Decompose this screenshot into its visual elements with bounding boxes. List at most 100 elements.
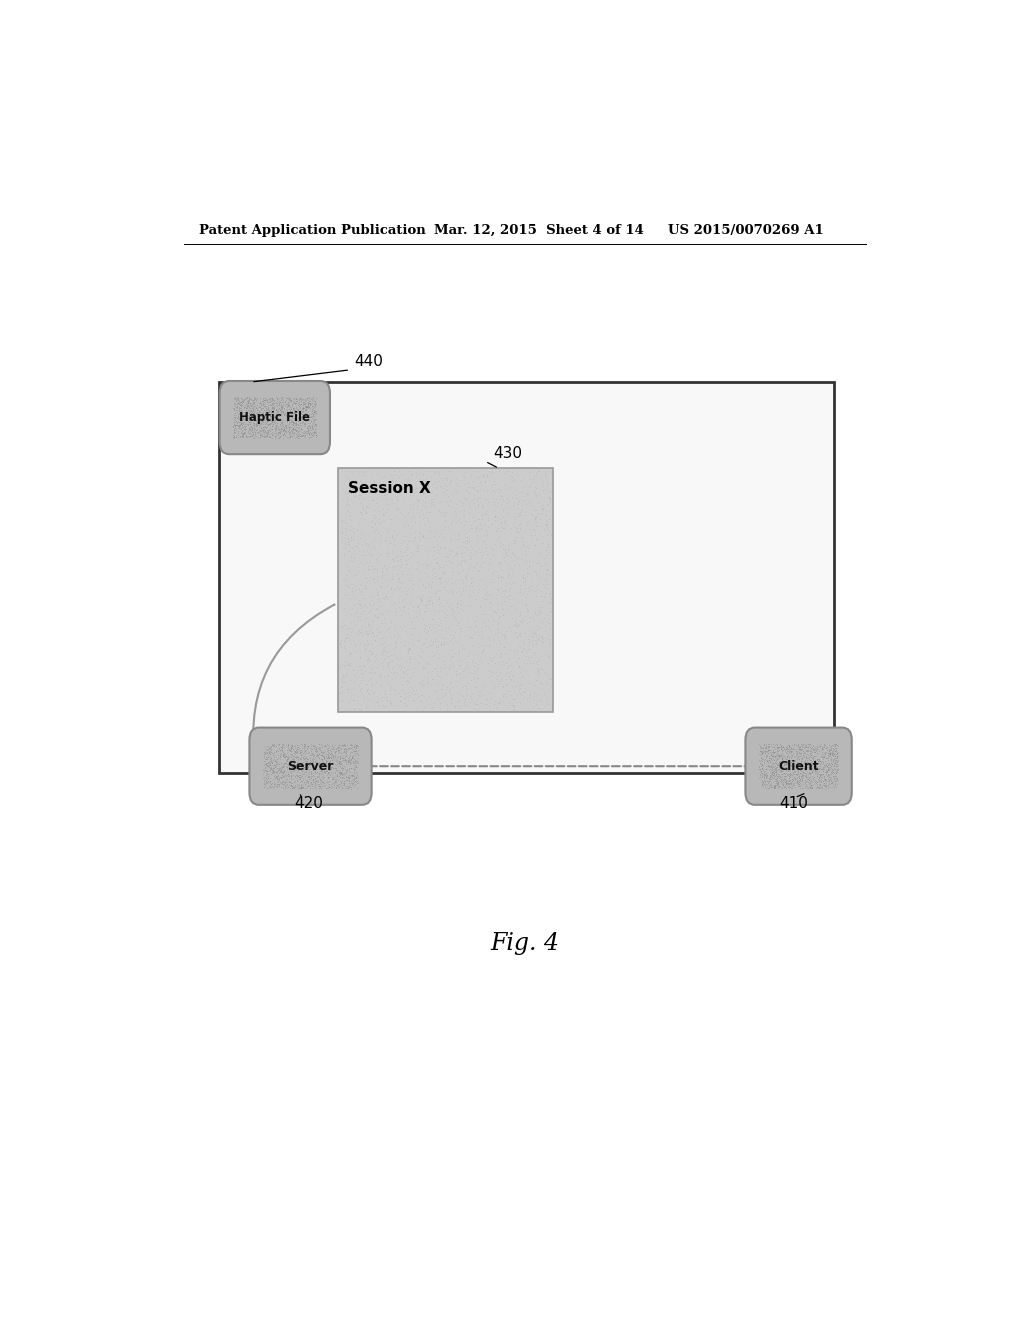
Point (266, 767, 283, 788)
Point (312, 760, 329, 781)
Point (274, 762, 291, 783)
Point (262, 774, 279, 795)
Point (798, 752, 814, 774)
Point (802, 754, 818, 775)
Point (232, 418, 249, 440)
Point (459, 609, 475, 630)
Point (307, 768, 324, 789)
Point (519, 612, 536, 634)
Point (526, 622, 543, 643)
Point (452, 581, 468, 602)
Point (300, 389, 316, 411)
Point (513, 675, 529, 696)
Point (294, 766, 310, 787)
Point (761, 750, 777, 771)
Point (352, 698, 369, 719)
Point (779, 734, 796, 755)
Point (232, 405, 249, 426)
Point (800, 747, 816, 768)
Point (231, 393, 248, 414)
Point (268, 774, 285, 795)
Point (287, 418, 303, 440)
Point (341, 461, 357, 482)
Point (276, 771, 293, 792)
Point (776, 752, 793, 774)
Point (374, 510, 390, 531)
Point (507, 622, 523, 643)
Point (761, 755, 777, 776)
Point (276, 420, 293, 441)
Point (333, 754, 349, 775)
Point (496, 462, 512, 483)
Point (262, 735, 279, 756)
Point (311, 755, 328, 776)
Point (311, 747, 328, 768)
Point (304, 408, 321, 429)
Point (542, 488, 558, 510)
Point (333, 763, 349, 784)
Point (527, 561, 544, 582)
Point (255, 409, 271, 430)
Point (386, 527, 402, 548)
Point (376, 639, 392, 660)
Point (531, 461, 548, 482)
Point (369, 692, 385, 713)
Point (500, 638, 516, 659)
Point (283, 737, 299, 758)
Point (244, 396, 260, 417)
Point (516, 677, 532, 698)
Point (494, 488, 510, 510)
Point (297, 400, 313, 421)
Point (390, 626, 407, 647)
Point (508, 520, 524, 541)
Point (272, 416, 289, 437)
Point (763, 766, 779, 787)
Point (379, 689, 395, 710)
Point (314, 746, 331, 767)
Point (256, 404, 272, 425)
Point (753, 763, 769, 784)
Point (765, 756, 781, 777)
Point (431, 525, 447, 546)
Point (408, 477, 424, 498)
Point (476, 531, 493, 552)
Point (333, 616, 349, 638)
Point (489, 517, 506, 539)
Point (293, 759, 309, 780)
Point (780, 772, 797, 793)
Point (782, 739, 799, 760)
Point (521, 556, 538, 577)
Point (331, 763, 347, 784)
Point (295, 407, 311, 428)
Point (431, 610, 447, 631)
Point (782, 763, 799, 784)
Point (289, 400, 305, 421)
Point (442, 630, 459, 651)
Point (793, 755, 809, 776)
Point (381, 532, 397, 553)
Point (802, 737, 818, 758)
Point (262, 414, 279, 436)
Point (803, 752, 819, 774)
Point (756, 770, 772, 791)
Point (312, 754, 329, 775)
Point (804, 751, 820, 772)
Point (443, 605, 460, 626)
Point (387, 556, 403, 577)
Point (290, 748, 306, 770)
Point (754, 771, 770, 792)
Point (808, 758, 824, 779)
Point (394, 503, 411, 524)
Point (293, 758, 309, 779)
Point (766, 764, 782, 785)
Point (334, 523, 350, 544)
Point (780, 776, 797, 797)
Point (296, 416, 312, 437)
Point (298, 401, 314, 422)
Point (428, 553, 444, 574)
Point (495, 599, 511, 620)
Point (332, 746, 348, 767)
Point (780, 735, 797, 756)
Point (769, 737, 785, 758)
Point (255, 409, 271, 430)
